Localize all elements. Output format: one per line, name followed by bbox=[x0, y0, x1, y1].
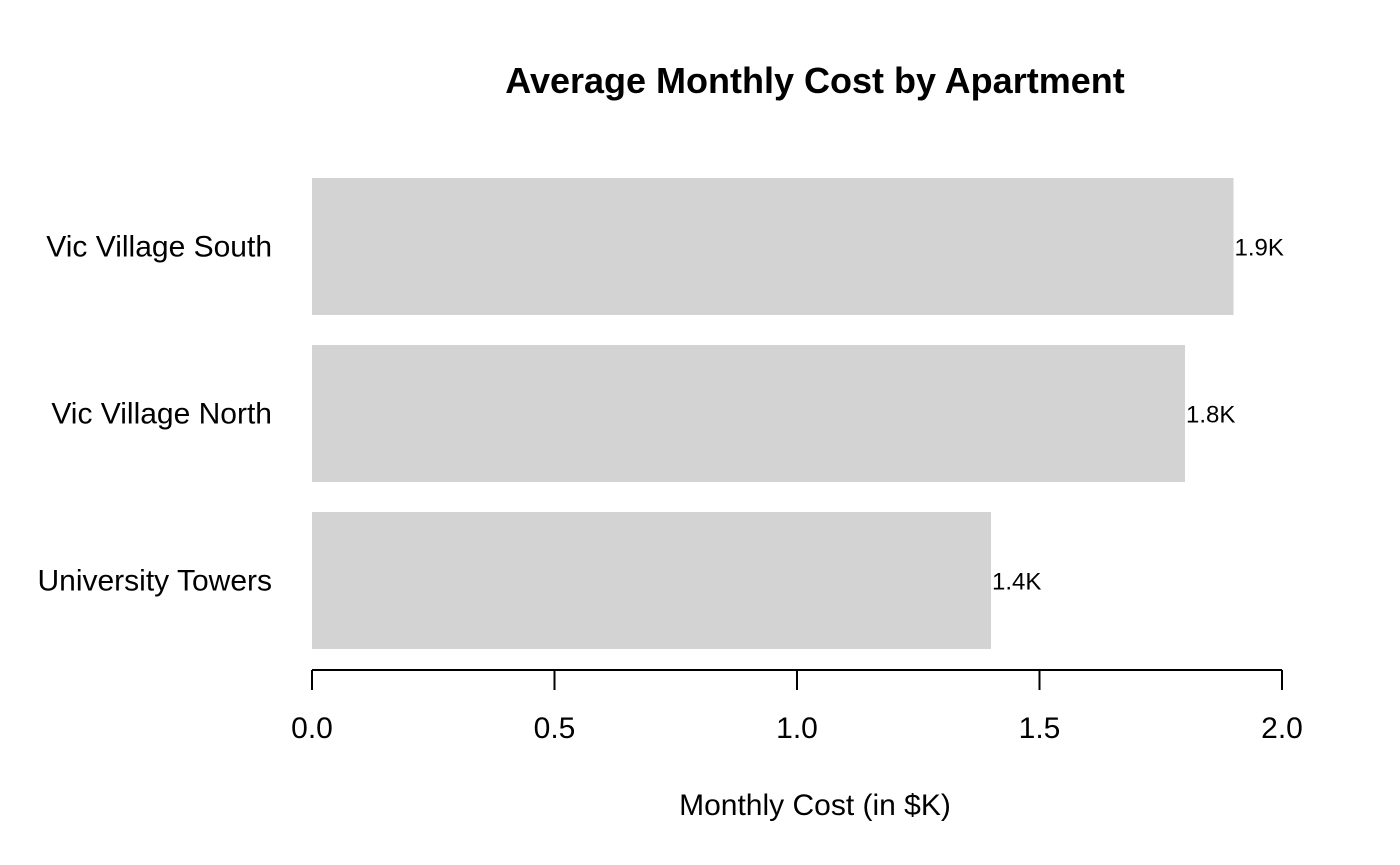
data-label: 1.4K bbox=[992, 569, 1041, 596]
category-label: Vic Village South bbox=[46, 231, 272, 264]
category-label: University Towers bbox=[37, 565, 272, 598]
data-label: 1.8K bbox=[1186, 402, 1235, 429]
x-tick-label: 1.0 bbox=[776, 712, 818, 745]
category-labels: University Towers Vic Village North Vic Vi… bbox=[37, 231, 272, 598]
data-label: 1.9K bbox=[1235, 235, 1284, 262]
x-tick-label: 2.0 bbox=[1261, 712, 1303, 745]
category-label: Vic Village North bbox=[51, 398, 272, 431]
x-tick-label: 1.5 bbox=[1019, 712, 1061, 745]
bar-university-towers bbox=[312, 512, 991, 649]
x-axis-label: Monthly Cost (in $K) bbox=[679, 789, 951, 822]
x-tick-label: 0.0 bbox=[291, 712, 333, 745]
chart-title: Average Monthly Cost by Apartment bbox=[505, 60, 1124, 101]
bar-vic-village-south bbox=[312, 178, 1234, 315]
x-axis: 0.0 0.5 1.0 1.5 2.0 bbox=[291, 669, 1303, 745]
data-labels: 1.4K 1.8K 1.9K bbox=[992, 235, 1284, 596]
bars-group bbox=[312, 178, 1234, 649]
bar-vic-village-north bbox=[312, 345, 1185, 482]
x-tick-label: 0.5 bbox=[534, 712, 576, 745]
